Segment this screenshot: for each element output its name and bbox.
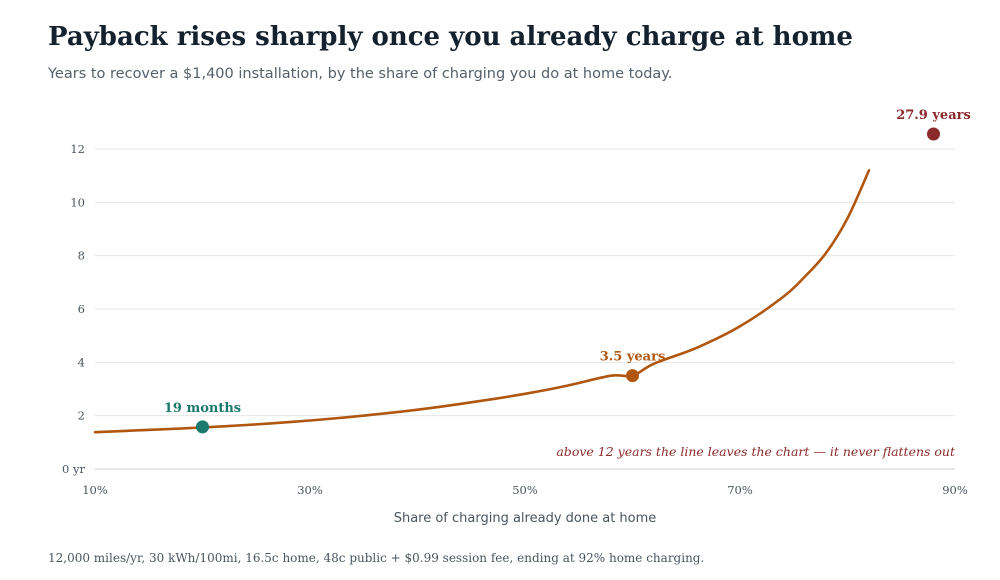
y-tick-label: 10 [70, 195, 85, 209]
highlight-label: 27.9 years [896, 108, 971, 123]
chart-subtitle: Years to recover a $1,400 installation, … [48, 66, 673, 82]
highlight-label: 3.5 years [600, 350, 666, 365]
y-axis-ticks: 0 yr 2 4 6 8 10 12 [62, 142, 85, 476]
payback-series-line [93, 169, 871, 434]
y-tick-label: 6 [78, 302, 85, 316]
highlight-point [196, 420, 209, 434]
y-tick-label: 2 [78, 409, 85, 423]
chart-title: Payback rises sharply once you already c… [48, 22, 853, 52]
x-tick-label: 50% [512, 483, 538, 497]
x-tick-label: 90% [942, 483, 968, 497]
grid-layer [95, 148, 955, 470]
x-tick-label: 10% [82, 483, 108, 497]
highlight-point [927, 127, 940, 141]
y-tick-label: 12 [70, 142, 85, 156]
off-chart-annotation: above 12 years the line leaves the chart… [556, 444, 956, 459]
payback-chart: 0 yr 2 4 6 8 10 12 10% 30% 50% 70% 90% Share of ch… [62, 108, 971, 526]
x-tick-label: 30% [297, 483, 323, 497]
y-tick-label: 4 [78, 355, 85, 369]
y-tick-label: 8 [78, 249, 85, 263]
highlight-point [626, 369, 639, 383]
x-tick-label: 70% [727, 483, 753, 497]
y-tick-label: 0 yr [62, 462, 85, 476]
highlight-label: 19 months [164, 401, 241, 416]
x-axis-title: Share of charging already done at home [394, 511, 657, 526]
x-axis-ticks: 10% 30% 50% 70% 90% [82, 483, 968, 497]
footnote: 12,000 miles/yr, 30 kWh/100mi, 16.5c hom… [48, 551, 705, 565]
highlight-points: 19 months 3.5 years 27.9 years [164, 108, 971, 434]
